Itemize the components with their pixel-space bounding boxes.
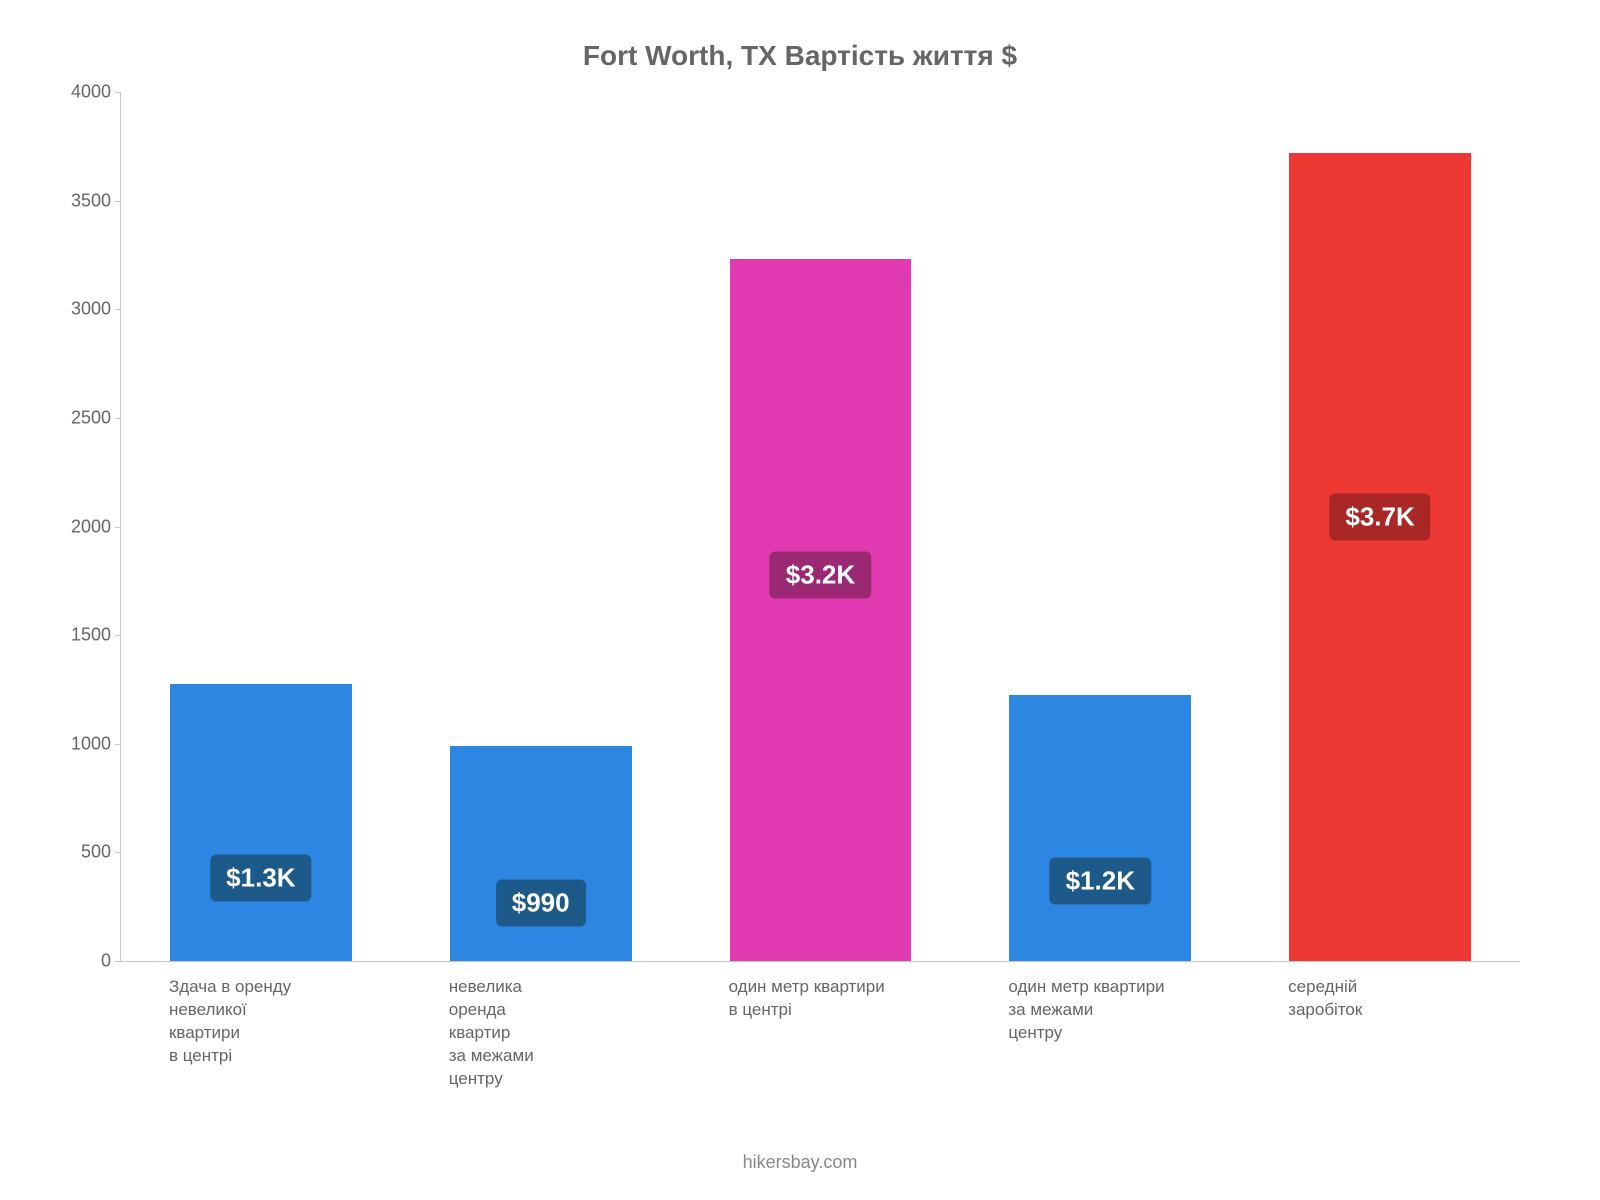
y-tick-mark xyxy=(115,418,121,419)
y-tick-mark xyxy=(115,92,121,93)
y-tick-mark xyxy=(115,635,121,636)
y-tick-mark xyxy=(115,527,121,528)
bar-value-label: $3.7K xyxy=(1329,493,1430,540)
bar-value-label: $1.3K xyxy=(210,854,311,901)
bar-value-label: $3.2K xyxy=(770,552,871,599)
x-category-label: один метр квартири за межами центру xyxy=(1008,976,1250,1045)
y-tick-label: 3000 xyxy=(61,299,111,320)
y-tick-label: 4000 xyxy=(61,82,111,103)
y-tick-label: 2500 xyxy=(61,407,111,428)
plot-area: 05001000150020002500300035004000$1.3K$99… xyxy=(120,92,1520,962)
bar: $3.2K xyxy=(730,259,912,961)
y-tick-label: 500 xyxy=(61,842,111,863)
y-tick-mark xyxy=(115,309,121,310)
chart-footer: hikersbay.com xyxy=(50,1152,1550,1173)
bar-value-label: $990 xyxy=(496,879,586,926)
x-axis-labels: Здача в оренду невеликої квартири в цент… xyxy=(120,962,1520,1142)
chart-title: Fort Worth, TX Вартість життя $ xyxy=(50,40,1550,72)
y-tick-label: 0 xyxy=(61,951,111,972)
y-tick-label: 3500 xyxy=(61,190,111,211)
y-tick-mark xyxy=(115,201,121,202)
bar-value-label: $1.2K xyxy=(1050,858,1151,905)
bar: $1.3K xyxy=(170,684,352,961)
x-category-label: середній заробіток xyxy=(1288,976,1530,1022)
x-category-label: невелика оренда квартир за межами центру xyxy=(449,976,691,1091)
y-tick-label: 1000 xyxy=(61,733,111,754)
bar: $990 xyxy=(450,746,632,961)
y-tick-label: 2000 xyxy=(61,516,111,537)
y-tick-mark xyxy=(115,744,121,745)
bar: $3.7K xyxy=(1289,153,1471,961)
x-category-label: один метр квартири в центрі xyxy=(729,976,971,1022)
chart-container: Fort Worth, TX Вартість життя $ 05001000… xyxy=(0,0,1600,1200)
y-tick-mark xyxy=(115,852,121,853)
y-tick-label: 1500 xyxy=(61,625,111,646)
bar: $1.2K xyxy=(1009,695,1191,961)
x-category-label: Здача в оренду невеликої квартири в цент… xyxy=(169,976,411,1068)
